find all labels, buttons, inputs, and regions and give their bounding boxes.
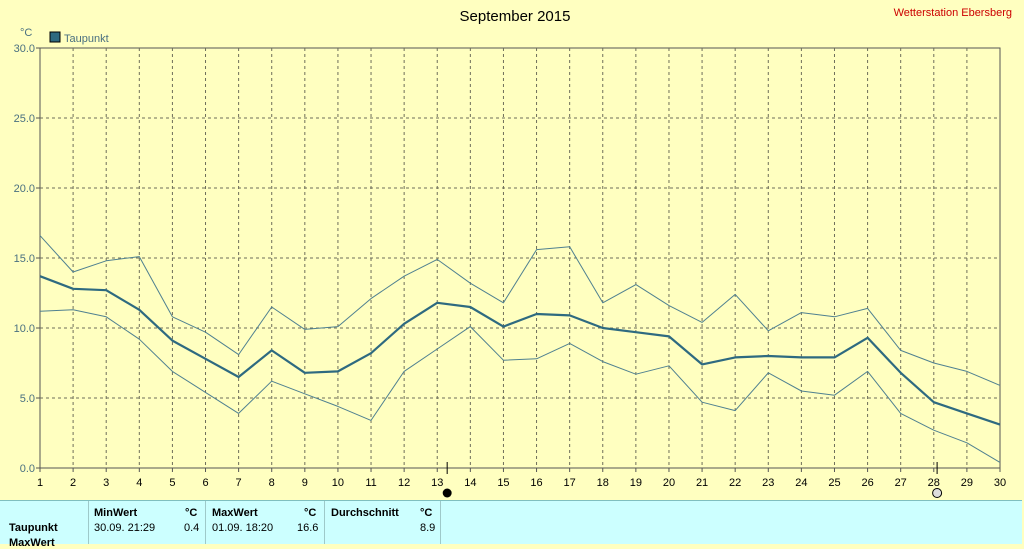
min-value: 0.4 bbox=[184, 522, 200, 534]
column-divider bbox=[88, 501, 89, 544]
x-tick-label: 17 bbox=[564, 477, 576, 489]
y-tick-label: 25.0 bbox=[14, 113, 35, 125]
y-tick-label: 30.0 bbox=[14, 43, 35, 55]
legend-swatch bbox=[49, 31, 61, 43]
x-tick-label: 6 bbox=[202, 477, 208, 489]
series-line-mean bbox=[39, 275, 1001, 426]
x-tick-label: 3 bbox=[103, 477, 109, 489]
max-time: 01.09. 18:20 bbox=[212, 522, 274, 534]
x-tick-label: 28 bbox=[928, 477, 940, 489]
chart-title: September 2015 bbox=[460, 8, 571, 25]
x-tick-label: 23 bbox=[762, 477, 774, 489]
column-divider bbox=[205, 501, 206, 544]
x-tick-label: 13 bbox=[431, 477, 443, 489]
x-tick-label: 2 bbox=[70, 477, 76, 489]
y-tick-label: 15.0 bbox=[14, 253, 35, 265]
filled-circle-marker bbox=[442, 488, 452, 498]
x-tick-label: 7 bbox=[236, 477, 242, 489]
summary-table: MinWert °C MaxWert °C Durchschnitt °C Ta… bbox=[0, 500, 1022, 549]
row-label-partial: MaxWert bbox=[9, 537, 55, 549]
avg-value: 8.9 bbox=[420, 522, 436, 534]
x-tick-label: 30 bbox=[994, 477, 1006, 489]
header-minwert: MinWert bbox=[94, 507, 138, 519]
header-min-unit: °C bbox=[185, 507, 198, 519]
y-tick-label: 20.0 bbox=[14, 183, 35, 195]
x-tick-label: 29 bbox=[961, 477, 973, 489]
x-tick-label: 27 bbox=[895, 477, 907, 489]
x-tick-label: 12 bbox=[398, 477, 410, 489]
row-label-taupunkt: Taupunkt bbox=[9, 522, 58, 534]
x-tick-label: 10 bbox=[332, 477, 344, 489]
y-axis-unit: °C bbox=[20, 27, 32, 39]
series-line-min bbox=[39, 309, 1001, 463]
x-tick-label: 8 bbox=[269, 477, 275, 489]
y-tick-label: 5.0 bbox=[20, 393, 35, 405]
x-tick-label: 19 bbox=[630, 477, 642, 489]
column-divider bbox=[324, 501, 325, 544]
header-maxwert: MaxWert bbox=[212, 507, 258, 519]
x-tick-label: 25 bbox=[828, 477, 840, 489]
min-time: 30.09. 21:29 bbox=[94, 522, 156, 534]
x-tick-label: 24 bbox=[795, 477, 807, 489]
x-tick-label: 21 bbox=[696, 477, 708, 489]
station-name: Wetterstation Ebersberg bbox=[894, 7, 1012, 19]
header-durchschnitt: Durchschnitt bbox=[331, 507, 399, 519]
y-tick-label: 0.0 bbox=[20, 463, 35, 475]
x-tick-label: 22 bbox=[729, 477, 741, 489]
column-divider bbox=[440, 501, 441, 544]
x-tick-label: 4 bbox=[136, 477, 142, 489]
legend-label: Taupunkt bbox=[64, 33, 109, 45]
y-tick-label: 10.0 bbox=[14, 323, 35, 335]
x-tick-label: 16 bbox=[530, 477, 542, 489]
x-tick-label: 9 bbox=[302, 477, 308, 489]
x-tick-label: 1 bbox=[37, 477, 43, 489]
header-max-unit: °C bbox=[304, 507, 317, 519]
x-tick-label: 11 bbox=[365, 477, 376, 489]
open-circle-marker bbox=[932, 488, 943, 498]
x-tick-label: 18 bbox=[597, 477, 609, 489]
x-tick-label: 5 bbox=[169, 477, 175, 489]
x-tick-label: 15 bbox=[497, 477, 509, 489]
header-avg-unit: °C bbox=[420, 507, 433, 519]
dewpoint-chart: September 2015 Wetterstation Ebersberg °… bbox=[14, 7, 1012, 498]
series-line-max bbox=[39, 235, 1001, 386]
max-value: 16.6 bbox=[297, 522, 319, 534]
x-tick-label: 20 bbox=[663, 477, 675, 489]
summary-panel: MinWert °C MaxWert °C Durchschnitt °C Ta… bbox=[0, 498, 1024, 549]
x-tick-label: 26 bbox=[861, 477, 873, 489]
x-tick-label: 14 bbox=[464, 477, 476, 489]
